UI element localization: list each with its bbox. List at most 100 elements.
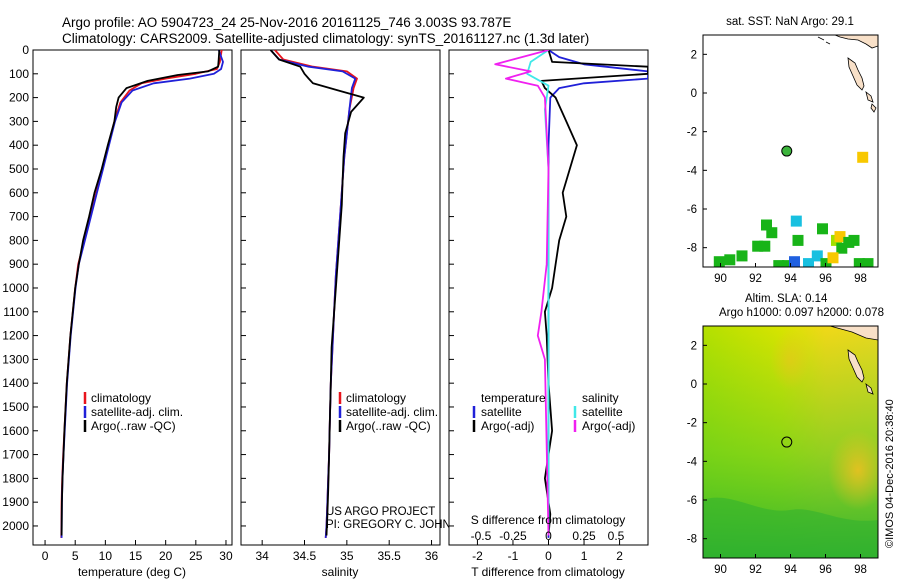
sst-cell [773, 260, 785, 267]
x-tick-label: 15 [129, 549, 143, 563]
map-x-tick-label: 98 [854, 564, 867, 576]
x-tick-label: 30 [219, 549, 233, 563]
y-tick-label: 1700 [2, 448, 29, 462]
salinity-axes: 34 34.5 35 35.5 36 [241, 49, 439, 563]
x-tick-label: -1 [508, 549, 519, 563]
legend-climatology: climatology [91, 391, 151, 405]
sst-cell [713, 256, 725, 267]
sst-island-small [865, 90, 874, 103]
y-tick-label: 600 [9, 186, 29, 200]
x-tick-label-top: 0 [545, 529, 552, 543]
difference-xlabel-top: S difference from climatology [471, 513, 626, 527]
sst-cell [817, 223, 828, 235]
y-tick-label: 100 [9, 67, 29, 81]
x-tick-label-top: -0.25 [499, 529, 527, 543]
y-tick-label: 1300 [2, 352, 29, 366]
x-tick-label: 25 [189, 549, 203, 563]
map-y-tick-label: -8 [687, 243, 697, 255]
map-x-tick-label: 92 [749, 273, 762, 285]
legend-argo: Argo(..raw -QC) [91, 419, 176, 433]
sst-map-content [713, 35, 878, 267]
x-tick-label: 35.5 [378, 549, 402, 563]
sst-cell [736, 250, 748, 262]
series-line-salinity-2 [269, 50, 365, 536]
y-tick-label: 1400 [2, 376, 29, 390]
series-line-difference-0 [547, 50, 648, 538]
credit-project: US ARGO PROJECT [326, 506, 435, 518]
sst-cell [782, 260, 793, 267]
sst-coast-detail [817, 36, 831, 45]
sst-cell [759, 240, 771, 252]
y-tick-label: 700 [9, 210, 29, 224]
y-tick-label: 800 [9, 233, 29, 247]
map-y-tick-label: -8 [687, 534, 697, 546]
map-y-tick-label: -2 [687, 418, 697, 430]
salinity-frame [240, 49, 441, 546]
sst-cell [857, 151, 869, 163]
y-tick-label: 1900 [2, 495, 29, 509]
x-tick-label: 34 [255, 549, 269, 563]
sst-cell [752, 240, 764, 252]
sla-map-title: Altim. SLA: 0.14 [745, 293, 828, 305]
y-tick-label: 1600 [2, 424, 29, 438]
sla-map-content [703, 326, 878, 558]
argo-position-marker [781, 145, 793, 157]
legend-satellite: satellite-adj. clim. [91, 405, 183, 419]
y-tick-label: 500 [9, 162, 29, 176]
map-x-tick-label: 94 [784, 273, 797, 285]
map-x-tick-label: 96 [819, 273, 832, 285]
legend-satellite: satellite-adj. clim. [346, 405, 438, 419]
difference-xlabel: T difference from climatology [471, 565, 625, 579]
difference-legend: temperature salinity satellite Argo(-adj… [472, 391, 635, 433]
legend-temp-argo: Argo(-adj) [481, 419, 534, 433]
sst-cell [766, 227, 778, 239]
y-tick-label: 1500 [2, 400, 29, 414]
map-y-tick-label: 0 [691, 88, 697, 100]
sst-cell [862, 258, 874, 267]
x-tick-label: 0 [545, 549, 552, 563]
sla-map-panel: Altim. SLA: 0.14 Argo h1000: 0.097 h2000… [687, 293, 884, 576]
argo-position-marker [781, 436, 793, 448]
legend-header-temperature: temperature [481, 391, 546, 405]
x-tick-label: 1 [581, 549, 588, 563]
sla-high-patch [828, 430, 878, 510]
x-tick-label-top: 0.25 [572, 529, 596, 543]
salinity-xlabel: salinity [322, 565, 359, 579]
sla-island-small [865, 382, 874, 395]
series-line-difference-1 [540, 50, 648, 536]
x-tick-label: 10 [99, 549, 113, 563]
series-line-difference-2 [526, 50, 550, 536]
temperature-lines [60, 50, 224, 538]
x-tick-label: 36 [425, 549, 439, 563]
sst-island-tiny [870, 103, 877, 113]
legend-temp-satellite: satellite [481, 405, 522, 419]
map-y-tick-label: 0 [691, 379, 697, 391]
sst-cell [820, 258, 832, 267]
map-y-tick-label: -6 [687, 495, 697, 507]
sla-map-subtitle: Argo h1000: 0.097 h2000: 0.078 [719, 307, 884, 319]
map-x-tick-label: 94 [784, 564, 797, 576]
sla-high-patch-north [770, 330, 810, 390]
map-x-tick-label: 90 [714, 273, 727, 285]
x-tick-label: 0 [42, 549, 49, 563]
sla-map-axes: 90 92 94 96 98 2 0 -2 -4 -6 -8 [687, 340, 867, 576]
sst-cell [848, 234, 860, 246]
x-tick-label: 20 [159, 549, 173, 563]
series-line-difference-3 [494, 50, 550, 536]
sla-landmass [829, 326, 878, 341]
map-y-tick-label: -4 [687, 456, 698, 468]
sla-island-large [847, 349, 865, 383]
x-tick-label: 5 [72, 549, 79, 563]
difference-lines [494, 50, 648, 538]
y-tick-label: 1000 [2, 281, 29, 295]
y-tick-label: 400 [9, 138, 29, 152]
x-tick-label: -2 [472, 549, 483, 563]
sst-map-panel: sat. SST: NaN Argo: 29.1 90 92 94 96 98 2 0 -2 -… [687, 16, 879, 285]
map-y-tick-label: 2 [691, 340, 697, 352]
sst-cell [790, 215, 802, 227]
y-tick-label: 200 [9, 91, 29, 105]
legend-sal-satellite: satellite [582, 405, 623, 419]
sst-cell [853, 258, 865, 267]
x-tick-label-top: 0.5 [608, 529, 625, 543]
